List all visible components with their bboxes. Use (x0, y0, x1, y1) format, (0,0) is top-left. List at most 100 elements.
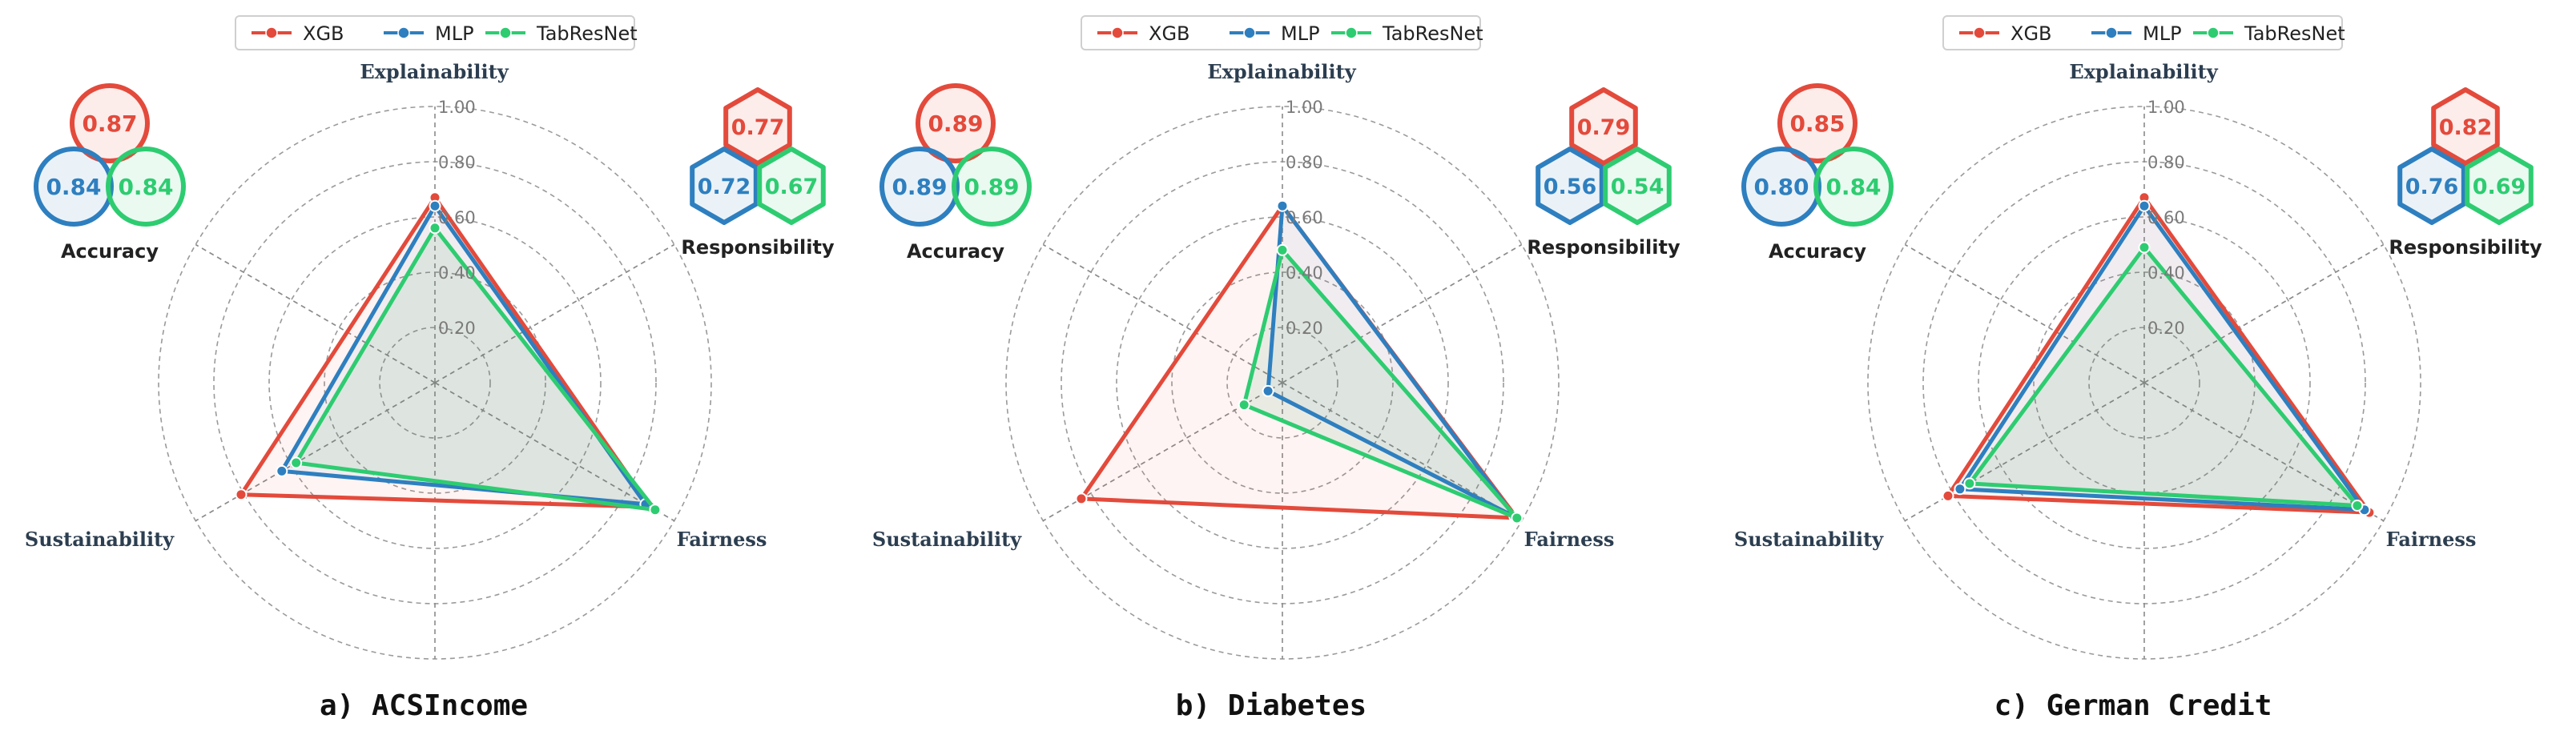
responsibility-label: Responsibility (2389, 236, 2542, 259)
accuracy-value-xgb: 0.85 (1789, 110, 1845, 137)
accuracy-badge-mlp (1741, 147, 1821, 227)
grid-spoke-4 (434, 243, 675, 384)
responsibility-badges: 0.79 0.56 0.54 Responsibility (1527, 87, 1680, 259)
series-fill-tabresnet (1969, 247, 2357, 506)
accuracy-value-tabresnet: 0.84 (118, 174, 173, 200)
responsibility-value-tabresnet: 0.54 (1611, 175, 1664, 199)
axis-label-fairness: Fairness (677, 528, 767, 551)
legend-marker-tabresnet (1345, 26, 1358, 39)
legend-frame (235, 15, 635, 50)
series-fill-xgb (1948, 197, 2369, 513)
grid-circle-3 (1978, 216, 2311, 549)
legend-marker-mlp (1243, 26, 1256, 39)
chart-caption: a) ACSIncome (320, 689, 528, 722)
grid-circle-3 (268, 216, 602, 549)
accuracy-badge-mlp (34, 147, 114, 227)
r-tick-label: 0.80 (1286, 153, 1323, 172)
accuracy-badge-tabresnet (106, 147, 186, 227)
responsibility-badges: 0.77 0.72 0.67 Responsibility (681, 87, 835, 259)
series-line-mlp (1266, 203, 1517, 519)
axis-label-explainability: Explainability (2069, 60, 2218, 83)
series-line-tabresnet (294, 226, 658, 512)
grid-spoke-6 (195, 243, 436, 384)
accuracy-value-xgb: 0.89 (928, 110, 983, 137)
r-tick-label: 0.20 (438, 319, 476, 338)
accuracy-badge-xgb (916, 83, 996, 163)
legend-marker-xgb (1111, 26, 1124, 39)
responsibility-label: Responsibility (681, 236, 835, 259)
legend-label-xgb: XGB (1149, 22, 1190, 45)
legend-marker-tabresnet (499, 26, 512, 39)
point-mlp-sustainability (1262, 384, 1274, 397)
responsibility-value-mlp: 0.72 (698, 175, 751, 199)
legend-marker-mlp (397, 26, 410, 39)
accuracy-value-tabresnet: 0.84 (1825, 174, 1881, 200)
responsibility-value-xgb: 0.79 (1577, 115, 1631, 140)
responsibility-badge-tabresnet (757, 147, 826, 225)
accuracy-value-tabresnet: 0.89 (964, 174, 1019, 200)
r-tick-label: 0.60 (1286, 208, 1323, 227)
responsibility-value-mlp: 0.56 (1544, 175, 1597, 199)
point-xgb-sustainability (235, 488, 248, 501)
responsibility-badge-tabresnet (1603, 147, 1672, 225)
accuracy-label: Accuracy (907, 240, 1004, 263)
legend-frame (1942, 15, 2343, 50)
chart-caption: c) German Credit (1994, 689, 2272, 722)
accuracy-value-xgb: 0.87 (82, 110, 137, 137)
r-tick-label: 0.20 (1286, 319, 1323, 338)
r-tick-label: 0.80 (2147, 153, 2185, 172)
axis-label-fairness: Fairness (1524, 528, 1615, 551)
accuracy-badge-xgb (1777, 83, 1858, 163)
axis-label-sustainability: Sustainability (1734, 528, 1884, 551)
point-tabresnet-sustainability (290, 456, 303, 469)
radar-chart-1: XGB MLP TabResNet 0.20 0.40 0.60 0.80 1.00 Expla… (25, 15, 835, 722)
legend-marker-tabresnet (2207, 26, 2220, 39)
point-tabresnet-explainability (429, 222, 441, 235)
series-line-mlp (280, 203, 648, 507)
legend: XGB MLP TabResNet (235, 15, 638, 50)
point-tabresnet-sustainability (1963, 477, 1976, 490)
accuracy-badge-xgb (70, 83, 150, 163)
legend-label-mlp: MLP (1281, 22, 1320, 45)
legend-label-tabresnet: TabResNet (2244, 22, 2345, 45)
accuracy-badge-tabresnet (952, 147, 1032, 227)
responsibility-label: Responsibility (1527, 236, 1680, 259)
series-fill-xgb (241, 197, 650, 508)
legend-label-xgb: XGB (2010, 22, 2052, 45)
r-tick-label: 0.20 (2147, 319, 2185, 338)
series-line-tabresnet (1242, 247, 1519, 520)
series-fill-xgb (1081, 206, 1517, 518)
accuracy-label: Accuracy (61, 240, 159, 263)
axis-label-fairness: Fairness (2386, 528, 2477, 551)
grid-spoke-4 (2143, 243, 2385, 384)
point-mlp-explainability (2138, 199, 2151, 212)
responsibility-value-xgb: 0.82 (2439, 115, 2493, 140)
point-tabresnet-explainability (1276, 243, 1289, 256)
r-tick-label: 1.00 (2147, 98, 2185, 117)
accuracy-badges: 0.89 0.89 0.89 Accuracy (879, 83, 1032, 263)
legend: XGB MLP TabResNet (1942, 15, 2345, 50)
point-mlp-explainability (429, 199, 441, 212)
series-line-mlp (1958, 203, 2367, 512)
legend-label-tabresnet: TabResNet (536, 22, 638, 45)
responsibility-badge-xgb (723, 87, 792, 166)
series-line-xgb (239, 195, 653, 509)
legend-marker-xgb (265, 26, 278, 39)
grid-spoke-2 (2143, 382, 2385, 522)
series-line-xgb (1946, 195, 2372, 515)
responsibility-value-mlp: 0.76 (2405, 175, 2459, 199)
axis-label-explainability: Explainability (1207, 60, 1356, 83)
accuracy-badges: 0.87 0.84 0.84 Accuracy (34, 83, 186, 263)
responsibility-badge-tabresnet (2465, 147, 2534, 225)
grid-spoke-6 (1904, 243, 2145, 384)
responsibility-badge-xgb (1569, 87, 1638, 166)
grid-spoke-2 (434, 382, 675, 522)
accuracy-badge-mlp (879, 147, 960, 227)
accuracy-badge-tabresnet (1813, 147, 1894, 227)
point-tabresnet-fairness (1511, 512, 1523, 524)
accuracy-value-mlp: 0.89 (892, 174, 947, 200)
accuracy-badges: 0.85 0.80 0.84 Accuracy (1741, 83, 1894, 263)
point-mlp-sustainability (276, 464, 288, 477)
point-tabresnet-sustainability (1238, 399, 1250, 412)
grid-spoke-4 (1282, 243, 1523, 384)
